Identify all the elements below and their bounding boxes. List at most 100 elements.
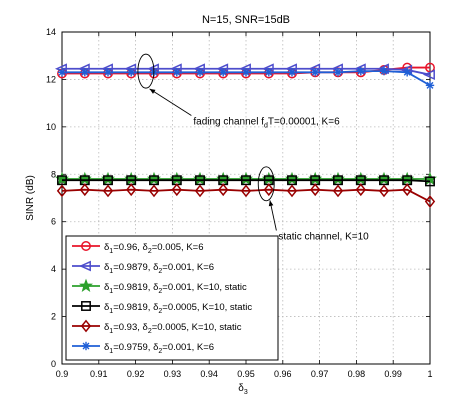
data-point xyxy=(218,68,228,77)
y-tick-label: 6 xyxy=(51,217,56,227)
annotation-arrowhead xyxy=(149,88,156,94)
x-tick-label: 0.99 xyxy=(384,369,402,379)
legend-marker xyxy=(81,241,91,251)
data-point xyxy=(310,183,321,197)
data-point xyxy=(287,68,297,77)
data-point xyxy=(148,184,160,198)
data-point xyxy=(286,184,298,198)
axis-ticks: 0.9 0.91 0.92 0.93 0.94 0.95 0.96 0.97 0.98 0.99 1… xyxy=(46,27,433,379)
y-axis-label: SINR (dB) xyxy=(25,175,36,221)
data-point xyxy=(310,68,320,77)
legend-label: δ1​=0.9819, δ2​=0.001, K=10, static xyxy=(104,282,247,295)
x-tick-label: 0.97 xyxy=(311,369,329,379)
x-tick-label: 0.94 xyxy=(200,369,218,379)
legend-entry-5: δ1​=0.93, δ2​=0.0005, K=10, static xyxy=(72,319,242,335)
annotation-arrow xyxy=(149,88,192,116)
annotation-arrowhead xyxy=(268,200,274,207)
data-point xyxy=(402,183,413,197)
data-point xyxy=(263,183,274,197)
data-point xyxy=(103,68,113,77)
annotations: fading channel fd​T=0.00001, K=6 static c… xyxy=(137,53,369,243)
series-lines xyxy=(54,62,437,208)
data-point xyxy=(57,175,67,186)
legend-marker xyxy=(78,260,91,272)
data-point xyxy=(424,195,436,208)
annotation-ellipse xyxy=(257,166,275,202)
x-tick-label: 0.95 xyxy=(237,369,255,379)
x-tick-label: 0.9 xyxy=(56,369,69,379)
series-5 xyxy=(56,183,436,208)
data-point xyxy=(195,68,205,77)
y-tick-label: 10 xyxy=(46,122,56,132)
data-point xyxy=(195,175,205,186)
legend-box xyxy=(65,235,279,361)
data-point xyxy=(218,183,229,197)
legend-marker xyxy=(80,319,92,333)
y-tick-label: 8 xyxy=(51,169,56,179)
data-point xyxy=(57,68,67,77)
data-point xyxy=(356,66,366,76)
legend-entry-6: δ1​=0.9759, δ2​=0.001, K=6 xyxy=(72,341,214,355)
annotation-1: fading channel fd​T=0.00001, K=6 xyxy=(137,53,340,129)
data-point xyxy=(379,66,389,76)
x-tick-label: 0.98 xyxy=(348,369,366,379)
legend-marker xyxy=(79,278,93,292)
data-point xyxy=(103,175,113,186)
data-point xyxy=(425,176,435,187)
data-point xyxy=(425,81,435,90)
data-point xyxy=(80,68,90,77)
legend-entry-4: δ1​=0.9819, δ2​=0.0005, K=10, static xyxy=(72,301,252,315)
data-point xyxy=(378,184,390,198)
y-tick-label: 2 xyxy=(51,312,56,322)
data-point xyxy=(422,69,435,81)
legend-entry-3: δ1​=0.9819, δ2​=0.001, K=10, static xyxy=(72,278,247,295)
data-point xyxy=(171,183,182,197)
legend-label: δ1​=0.9879, δ2​=0.001, K=6 xyxy=(104,262,214,275)
data-point xyxy=(56,184,68,198)
legend: δ1​=0.96, δ2​=0.005, K=6 δ1​=0.9879, δ2​=… xyxy=(65,235,279,361)
series-line xyxy=(61,188,431,203)
legend-entry-1: δ1​=0.96, δ2​=0.005, K=6 xyxy=(72,241,204,255)
data-point xyxy=(379,175,389,186)
data-point xyxy=(264,68,274,77)
x-tick-label: 0.93 xyxy=(164,369,182,379)
legend-marker xyxy=(81,341,91,351)
y-tick-label: 0 xyxy=(51,359,56,369)
legend-marker xyxy=(81,301,91,311)
data-point xyxy=(126,183,137,197)
data-point xyxy=(102,184,114,198)
legend-label: δ1​=0.9819, δ2​=0.0005, K=10, static xyxy=(104,302,252,315)
data-point xyxy=(402,68,412,77)
annotation-label: fading channel fd​T=0.00001, K=6 xyxy=(193,116,340,129)
annotation-ellipse xyxy=(137,53,155,89)
y-tick-label: 12 xyxy=(46,74,56,84)
x-tick-label: 0.91 xyxy=(90,369,108,379)
data-point xyxy=(194,184,206,198)
data-point xyxy=(287,175,297,186)
data-point xyxy=(333,68,343,77)
x-tick-label: 0.96 xyxy=(274,369,292,379)
series-6 xyxy=(57,66,435,90)
data-point xyxy=(149,175,159,186)
legend-label: δ1​=0.96, δ2​=0.005, K=6 xyxy=(104,242,204,255)
data-point xyxy=(332,184,344,198)
x-axis-label: δ3 xyxy=(238,383,248,396)
data-point xyxy=(172,68,182,77)
data-point xyxy=(355,183,366,197)
series-line xyxy=(62,179,431,183)
legend-label: δ1​=0.93, δ2​=0.0005, K=10, static xyxy=(104,322,242,335)
chart-title: N=15, SNR=15dB xyxy=(202,14,290,26)
data-point xyxy=(333,175,343,186)
x-tick-label: 1 xyxy=(427,369,432,379)
x-tick-label: 0.92 xyxy=(127,369,145,379)
annotation-2: static channel, K=10 xyxy=(257,166,369,243)
data-point xyxy=(241,68,251,77)
legend-label: δ1​=0.9759, δ2​=0.001, K=6 xyxy=(104,342,214,355)
data-point xyxy=(79,183,90,197)
legend-entry-2: δ1​=0.9879, δ2​=0.001, K=6 xyxy=(72,260,214,275)
data-point xyxy=(126,68,136,77)
y-tick-label: 14 xyxy=(46,27,56,37)
data-point xyxy=(240,184,252,198)
